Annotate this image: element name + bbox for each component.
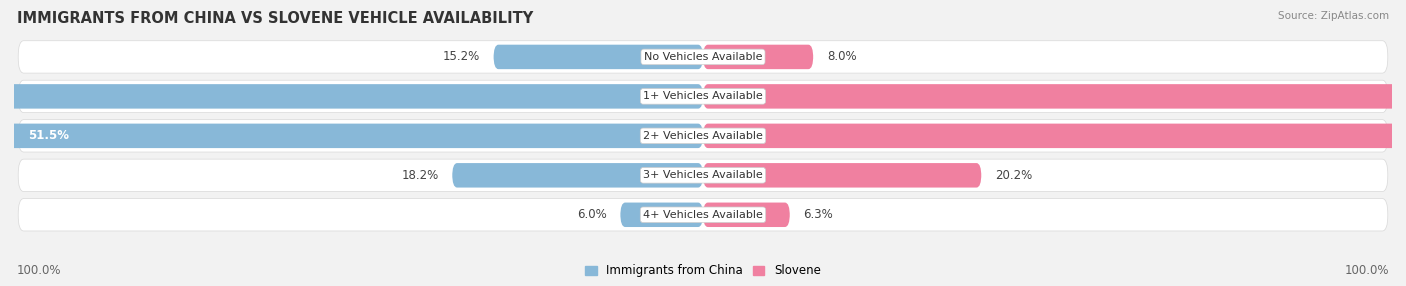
FancyBboxPatch shape [703, 163, 981, 188]
FancyBboxPatch shape [703, 124, 1406, 148]
FancyBboxPatch shape [703, 84, 1406, 109]
FancyBboxPatch shape [18, 41, 1388, 73]
Text: 6.0%: 6.0% [576, 208, 606, 221]
Text: 1+ Vehicles Available: 1+ Vehicles Available [643, 92, 763, 101]
Legend: Immigrants from China, Slovene: Immigrants from China, Slovene [585, 264, 821, 277]
FancyBboxPatch shape [620, 202, 703, 227]
Text: 6.3%: 6.3% [804, 208, 834, 221]
Text: 2+ Vehicles Available: 2+ Vehicles Available [643, 131, 763, 141]
Text: 20.2%: 20.2% [995, 169, 1032, 182]
FancyBboxPatch shape [703, 202, 790, 227]
Text: 8.0%: 8.0% [827, 50, 856, 63]
Text: Source: ZipAtlas.com: Source: ZipAtlas.com [1278, 11, 1389, 21]
FancyBboxPatch shape [703, 45, 813, 69]
FancyBboxPatch shape [0, 124, 703, 148]
Text: 18.2%: 18.2% [401, 169, 439, 182]
Text: 15.2%: 15.2% [443, 50, 479, 63]
Text: 4+ Vehicles Available: 4+ Vehicles Available [643, 210, 763, 220]
FancyBboxPatch shape [494, 45, 703, 69]
Text: 3+ Vehicles Available: 3+ Vehicles Available [643, 170, 763, 180]
Text: No Vehicles Available: No Vehicles Available [644, 52, 762, 62]
FancyBboxPatch shape [18, 120, 1388, 152]
Text: IMMIGRANTS FROM CHINA VS SLOVENE VEHICLE AVAILABILITY: IMMIGRANTS FROM CHINA VS SLOVENE VEHICLE… [17, 11, 533, 26]
FancyBboxPatch shape [18, 159, 1388, 192]
Text: 51.5%: 51.5% [28, 129, 69, 142]
Text: 100.0%: 100.0% [17, 265, 62, 277]
FancyBboxPatch shape [0, 84, 703, 109]
FancyBboxPatch shape [18, 80, 1388, 113]
FancyBboxPatch shape [18, 198, 1388, 231]
FancyBboxPatch shape [453, 163, 703, 188]
Text: 100.0%: 100.0% [1344, 265, 1389, 277]
